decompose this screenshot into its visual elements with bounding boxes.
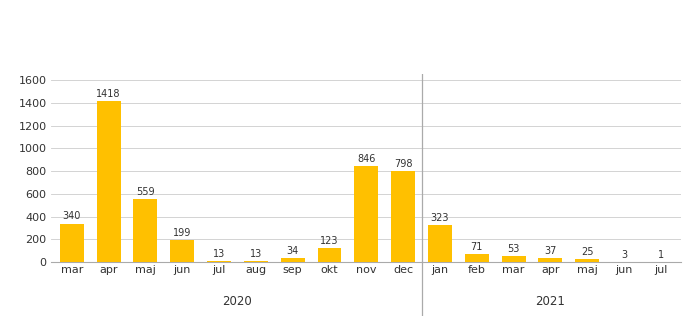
Bar (539, 258, 563, 262)
Text: 37: 37 (544, 246, 556, 256)
Text: 34: 34 (287, 246, 299, 256)
Text: 340: 340 (62, 211, 81, 222)
Text: 71: 71 (471, 242, 483, 252)
Bar (576, 259, 600, 262)
Text: 1: 1 (658, 250, 664, 260)
Text: 2020: 2020 (222, 295, 252, 308)
Text: 3: 3 (621, 250, 627, 260)
Bar (133, 198, 157, 262)
Text: 559: 559 (136, 186, 154, 197)
Text: 798: 798 (394, 159, 412, 169)
Text: 13: 13 (250, 249, 262, 259)
Bar (428, 226, 452, 262)
Text: 4. Covid-19 fall per månad t.o.m. 25 juli 2021 bland provtagna personer som bor : 4. Covid-19 fall per månad t.o.m. 25 jul… (8, 19, 637, 52)
Bar (355, 166, 378, 262)
Bar (170, 240, 194, 262)
Bar (391, 171, 415, 262)
Bar (207, 261, 231, 262)
Bar (60, 223, 84, 262)
Text: 199: 199 (173, 228, 191, 238)
Text: 13: 13 (213, 249, 225, 259)
Text: 53: 53 (508, 244, 520, 254)
Bar (244, 261, 268, 262)
Text: 2021: 2021 (536, 295, 565, 308)
Bar (97, 101, 121, 262)
Bar (318, 248, 342, 262)
Bar (465, 254, 488, 262)
Bar (281, 258, 305, 262)
Text: 25: 25 (581, 247, 593, 257)
Text: 123: 123 (320, 236, 339, 246)
Text: 323: 323 (431, 213, 449, 223)
Text: 1418: 1418 (96, 89, 121, 99)
Text: 846: 846 (357, 154, 375, 164)
Bar (501, 256, 525, 262)
